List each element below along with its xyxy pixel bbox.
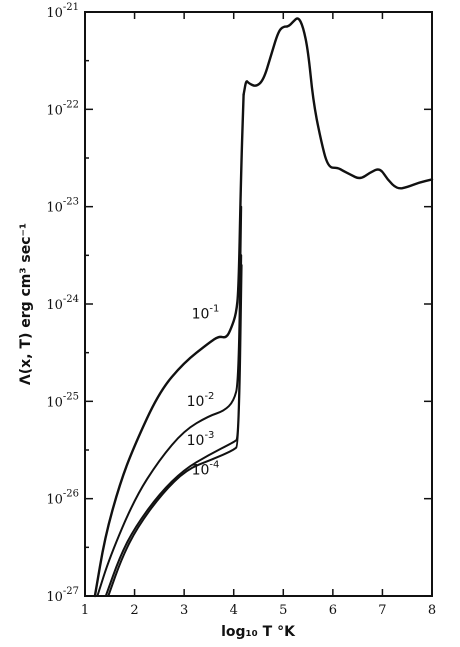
y-tick-label: 10-27	[46, 586, 79, 605]
y-axis-label: Λ(x, T) erg cm³ sec⁻¹	[18, 223, 34, 385]
y-tick-label: 10-22	[46, 99, 79, 118]
y-tick-label: 10-25	[46, 391, 79, 410]
label-1e-4: 10-4	[192, 459, 220, 478]
x-axis-label: log₁₀ T °K	[221, 624, 296, 640]
axis-ticks	[84, 11, 433, 597]
label-1e-2: 10-2	[187, 391, 215, 410]
x-tick-label: 3	[180, 603, 188, 618]
y-tick-label: 10-24	[46, 294, 79, 313]
x-tick-label: 6	[329, 603, 337, 618]
plot-frame	[84, 11, 433, 597]
curve-1e-4	[107, 264, 243, 597]
curve-1e-2	[96, 205, 243, 597]
label-1e-3: 10-3	[187, 430, 215, 449]
series-curves	[93, 17, 434, 598]
x-tick-label: 2	[130, 603, 138, 618]
series-labels: 10-1 10-2 10-3 10-4	[187, 304, 220, 479]
y-tick-label: 10-21	[46, 2, 79, 21]
curve-1e-3	[104, 254, 243, 597]
x-tick-label: 7	[378, 603, 386, 618]
x-tick-label: 8	[428, 603, 436, 618]
x-tick-label: 5	[279, 603, 287, 618]
x-tick-labels: 1 2 3 4 5 6 7 8	[81, 603, 436, 618]
y-tick-label: 10-23	[46, 197, 79, 216]
curve-1e-1	[93, 93, 245, 598]
x-tick-label: 4	[230, 603, 238, 618]
y-tick-labels: 10-27 10-26 10-25 10-24 10-23 10-22 10-21	[46, 2, 79, 605]
curve-high-temperature	[242, 17, 434, 190]
label-1e-1: 10-1	[192, 304, 220, 323]
x-tick-label: 1	[81, 603, 89, 618]
y-tick-label: 10-26	[46, 489, 79, 508]
